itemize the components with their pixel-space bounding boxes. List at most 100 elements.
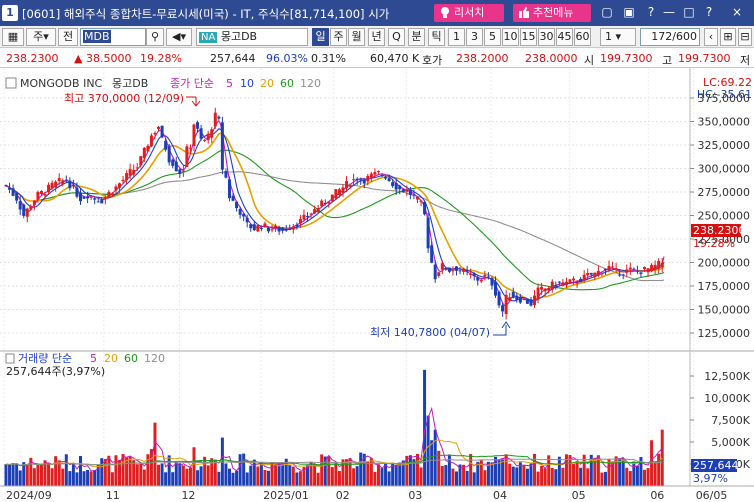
question-icon[interactable]: ?	[705, 5, 713, 19]
interval-button-45[interactable]: 45	[556, 28, 573, 46]
interval-button-30[interactable]: 30	[538, 28, 555, 46]
volume-bar	[274, 463, 278, 486]
research-button[interactable]: 리서치	[434, 4, 504, 22]
volume-bar	[107, 455, 111, 486]
volume-bar	[270, 462, 274, 486]
ask-label: 호가	[422, 54, 443, 67]
volume-bar	[266, 470, 270, 486]
time-tick-label: 06/05	[696, 489, 728, 502]
volume-bar	[103, 458, 107, 486]
interval-input[interactable]: 1 ▾	[600, 28, 636, 46]
low-annotation: 최저 140,7800 (04/07)	[370, 326, 490, 339]
price-tag-text: 238.2300	[693, 224, 746, 237]
candle-body	[628, 267, 632, 270]
volume-bar	[320, 454, 324, 486]
volume-bar	[348, 458, 352, 486]
period-tab-6[interactable]: 틱	[428, 28, 445, 46]
restore-icon[interactable]: ▣	[623, 5, 635, 19]
maximize-icon[interactable]: □	[683, 5, 695, 19]
zoom-in-icon[interactable]: ⊞	[720, 28, 736, 46]
time-tick-label: 05	[572, 489, 586, 502]
speaker-icon[interactable]: ◀▾	[166, 28, 192, 46]
volume-bar	[490, 462, 494, 486]
candle-body	[114, 186, 118, 191]
recommend-label: 추천메뉴	[533, 6, 574, 19]
volume-bar	[313, 464, 317, 486]
volume-bar	[486, 461, 490, 486]
candle-body	[110, 193, 114, 196]
candle-body	[419, 200, 423, 202]
period-tab-0[interactable]: 일	[312, 28, 329, 46]
range-input[interactable]: 172/600	[640, 28, 700, 46]
volume-bar	[376, 464, 380, 486]
volume-value: 257,644	[210, 52, 256, 65]
volume-tick-label: 7,500K	[711, 414, 750, 427]
recommend-menu-button[interactable]: 추천메뉴	[513, 4, 591, 22]
volume-bar	[497, 459, 501, 486]
volume-tag-text: 257,644	[693, 459, 739, 472]
interval-button-60[interactable]: 60	[574, 28, 591, 46]
volume-bar	[394, 464, 398, 486]
candle-body	[561, 282, 565, 286]
volume-bar	[398, 462, 402, 486]
candle-body	[75, 187, 79, 197]
price-tick-label: 275,0000	[698, 186, 751, 199]
volume-bar	[135, 464, 139, 486]
candle-body	[369, 173, 373, 178]
volume-bar	[511, 466, 515, 486]
scroll-left-icon[interactable]: ‹	[704, 28, 718, 46]
period-tab-1[interactable]: 주	[330, 28, 347, 46]
period-tab-5[interactable]: 분	[408, 28, 425, 46]
volume-bar	[437, 450, 441, 486]
volume-bar	[529, 463, 533, 486]
prev-button[interactable]: 전	[58, 28, 78, 46]
volume-bar	[621, 458, 625, 486]
candle-body	[210, 129, 214, 138]
interval-button-3[interactable]: 3	[466, 28, 483, 46]
ma-legend-label: 종가 단순	[170, 77, 214, 90]
candle-body	[185, 146, 189, 167]
candle-body	[118, 183, 122, 188]
candle-body	[635, 270, 639, 272]
symbol-input[interactable]: MDB	[80, 28, 146, 46]
market-select[interactable]: 주▾	[26, 28, 56, 46]
help-icon[interactable]: ?	[647, 5, 655, 19]
candle-body	[8, 187, 12, 190]
security-kr: 몽고DB	[112, 77, 148, 90]
title-bar: 1 [0601] 해외주식 종합차트-무료시세(미국) - IT, 주식수[81…	[0, 0, 754, 26]
window-number: 1	[2, 5, 18, 21]
candle-body	[554, 285, 558, 287]
candle-body	[71, 184, 75, 186]
volume-bar	[157, 464, 161, 486]
candle-body	[89, 196, 93, 198]
current-price: 238.2300	[6, 52, 59, 65]
candle-body	[490, 277, 494, 286]
zoom-out-icon[interactable]: ⊟	[738, 28, 752, 46]
chart-type-dropdown[interactable]: ▦	[2, 28, 24, 46]
moving-averages	[5, 119, 665, 307]
candle-body	[472, 273, 476, 277]
period-tab-2[interactable]: 월	[348, 28, 365, 46]
interval-button-1[interactable]: 1	[448, 28, 465, 46]
link-window-icon[interactable]: ▢	[601, 5, 613, 19]
close-icon[interactable]: ×	[731, 5, 743, 19]
volume-bar	[128, 456, 132, 486]
interval-button-10[interactable]: 10	[502, 28, 519, 46]
volume-bar	[352, 468, 356, 486]
interval-button-5[interactable]: 5	[484, 28, 501, 46]
volume-bar	[561, 467, 565, 486]
vma120-legend: 120	[144, 352, 165, 365]
volume-bar	[433, 429, 437, 486]
minimize-icon[interactable]: —	[663, 5, 675, 19]
interval-button-15[interactable]: 15	[520, 28, 537, 46]
volume-ratio: 96.03%	[266, 52, 308, 65]
volume-bar	[476, 461, 480, 486]
candle-body	[291, 226, 295, 230]
period-tab-3[interactable]: 년	[368, 28, 385, 46]
volume-bar	[306, 464, 310, 486]
stock-chart[interactable]: 375,0000 350,0000 325,0000 300,0000 275,0000…	[0, 68, 754, 502]
period-tab-4[interactable]: Q	[388, 28, 405, 46]
lightbulb-icon	[441, 7, 449, 18]
search-icon[interactable]: ⚲	[146, 28, 164, 46]
volume-tag	[691, 459, 737, 472]
